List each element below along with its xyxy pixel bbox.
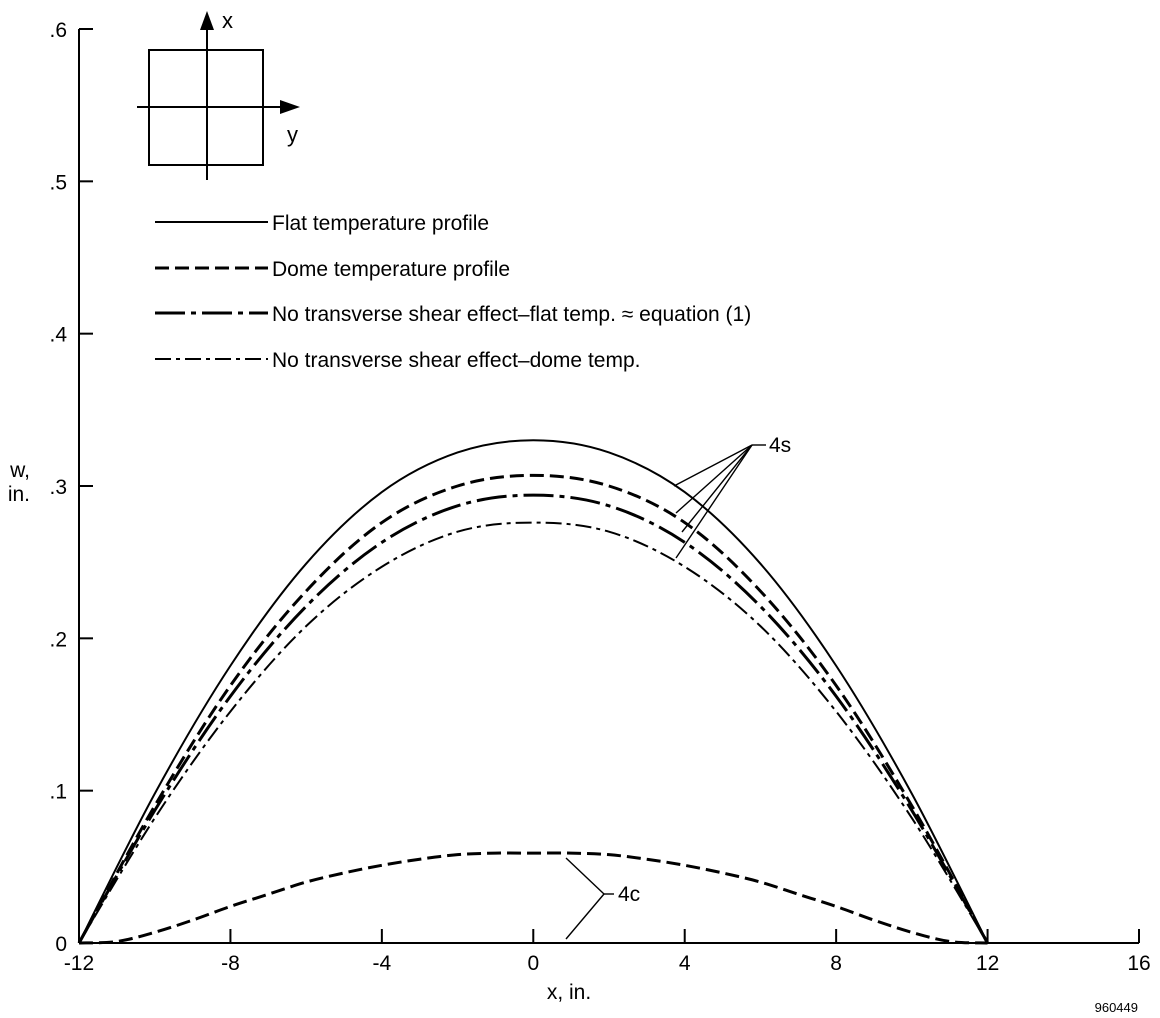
y-tick-label: .6 (49, 19, 67, 42)
y-axis-label-line1: w, (9, 459, 30, 482)
x-tick-label: 4 (679, 952, 691, 975)
inset-x-arrowhead (200, 11, 214, 30)
annotation-4c: 4c (618, 883, 640, 906)
annotation-4c-leaders (566, 858, 614, 939)
y-tick-label: .1 (49, 781, 67, 804)
inset-y-label: y (287, 122, 298, 147)
series-layer (79, 440, 988, 943)
legend-label-no-shear-flat: No transverse shear effect–flat temp. ≈ … (272, 303, 751, 326)
legend-label-no-shear-dome: No transverse shear effect–dome temp. (272, 349, 640, 372)
x-tick-label: 16 (1127, 952, 1150, 975)
x-tick-label: 8 (830, 952, 842, 975)
x-tick-label: 0 (527, 952, 539, 975)
legend-label-flat: Flat temperature profile (272, 212, 489, 235)
figure-number: 960449 (1095, 1000, 1138, 1015)
y-tick-label: .4 (49, 324, 67, 347)
y-axis-label-line2: in. (8, 483, 30, 506)
x-tick-label: 12 (976, 952, 999, 975)
legend: Flat temperature profile Dome temperatur… (155, 212, 751, 372)
annotation-4s: 4s (769, 434, 791, 457)
x-tick-label: -8 (221, 952, 240, 975)
y-tick-label: .5 (49, 171, 67, 194)
series-line-no-transverse-shear-effect-dome-temp (79, 523, 988, 943)
x-tick-label: -12 (64, 952, 94, 975)
axes: -12 -8 -4 0 4 8 12 16 0 .1 .2 .3 .4 .5 .6 x, in. w,in. (8, 19, 1151, 1004)
series-line-flat-temperature-profile (79, 440, 988, 943)
y-tick-label: 0 (55, 933, 67, 956)
inset-x-label: x (222, 8, 233, 33)
x-tick-label: -4 (373, 952, 392, 975)
inset-y-arrowhead (280, 100, 300, 114)
series-line-dome-temperature-profile (79, 475, 988, 943)
series-line-no-transverse-shear-effect-flat-temp-equation-1 (79, 495, 988, 943)
y-tick-label: .3 (49, 476, 67, 499)
annotation-4s-leaders (674, 445, 766, 558)
x-axis-label: x, in. (547, 981, 591, 1004)
plate-inset: x y (137, 8, 300, 180)
legend-label-dome: Dome temperature profile (272, 258, 510, 281)
y-tick-label: .2 (49, 628, 67, 651)
